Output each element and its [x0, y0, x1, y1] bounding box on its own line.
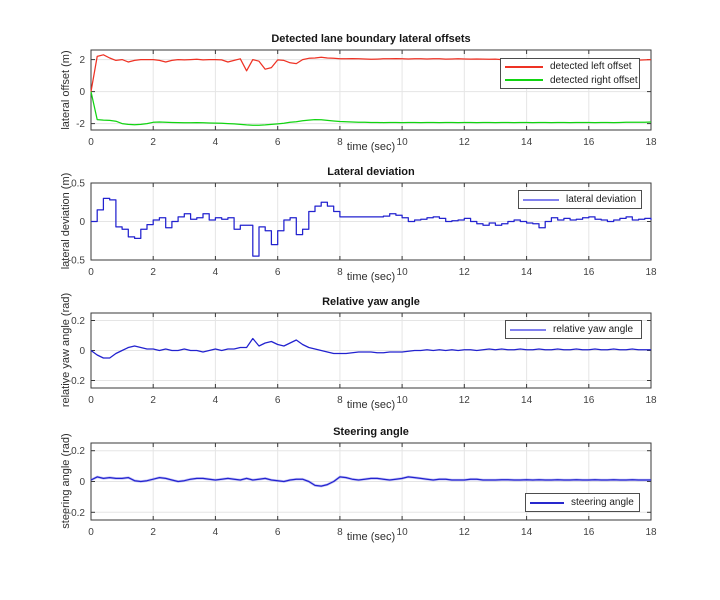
legend-entry-label: detected left offset	[550, 61, 632, 73]
x-tick-label: 6	[275, 267, 281, 278]
legend-entry: detected left offset	[505, 61, 635, 72]
x-tick-label: 18	[645, 527, 657, 538]
plot4-x-axis-label: time (sec)	[346, 531, 396, 543]
x-tick-label: 8	[337, 395, 343, 406]
y-tick-label: -0.2	[68, 508, 86, 519]
x-tick-label: 2	[150, 395, 156, 406]
x-tick-label: 18	[645, 137, 657, 148]
plot3-y-axis-label: relative yaw angle (rad)	[60, 292, 72, 408]
y-tick-label: 0.2	[71, 446, 85, 457]
plot4-y-axis-label: steering angle (rad)	[60, 433, 72, 529]
plot1-y-axis-label: lateral offset (m)	[60, 50, 72, 130]
legend-swatch-line	[505, 79, 543, 82]
x-tick-label: 18	[645, 395, 657, 406]
y-tick-label: 0	[79, 217, 85, 228]
legend-entry-label: lateral deviation	[566, 194, 637, 205]
y-tick-label: 0	[79, 477, 85, 488]
x-tick-label: 14	[521, 267, 533, 278]
series-line-detected-right-offset	[90, 91, 652, 126]
x-tick-label: 0	[88, 395, 94, 406]
x-tick-label: 16	[583, 137, 595, 148]
x-tick-label: 10	[397, 395, 409, 406]
legend-swatch-line	[530, 501, 564, 504]
plot1-title: Detected lane boundary lateral offsets	[271, 33, 471, 45]
plot1-x-axis-label: time (sec)	[346, 141, 396, 153]
x-tick-label: 6	[275, 137, 281, 148]
x-tick-label: 16	[583, 527, 595, 538]
x-tick-label: 4	[213, 395, 219, 406]
plot3-x-axis-label: time (sec)	[346, 399, 396, 411]
x-tick-label: 18	[645, 267, 657, 278]
y-tick-label: 0.2	[71, 316, 85, 327]
x-tick-label: 8	[337, 267, 343, 278]
plot2-x-axis-label: time (sec)	[346, 271, 396, 283]
x-tick-label: 14	[521, 527, 533, 538]
y-tick-label: -0.5	[68, 256, 86, 267]
plot2-legend: lateral deviation	[518, 190, 642, 209]
x-tick-label: 12	[459, 395, 471, 406]
x-tick-label: 0	[88, 137, 94, 148]
x-tick-label: 16	[583, 267, 595, 278]
x-tick-label: 16	[583, 395, 595, 406]
plot4-legend: steering angle	[525, 493, 640, 512]
x-tick-label: 6	[275, 527, 281, 538]
y-tick-label: 2	[79, 55, 85, 66]
x-tick-label: 14	[521, 137, 533, 148]
x-tick-label: 4	[213, 137, 219, 148]
legend-entry: lateral deviation	[523, 194, 637, 205]
plot1-legend: detected left offset detected right offs…	[500, 58, 640, 89]
x-tick-label: 4	[213, 267, 219, 278]
x-tick-label: 12	[459, 527, 471, 538]
legend-entry-label: relative yaw angle	[553, 324, 634, 335]
y-tick-label: 0	[79, 87, 85, 98]
x-tick-label: 10	[397, 267, 409, 278]
plot4-title: Steering angle	[333, 426, 409, 438]
legend-entry: relative yaw angle	[510, 324, 637, 335]
x-tick-label: 8	[337, 137, 343, 148]
plot3-legend: relative yaw angle	[505, 320, 642, 339]
x-tick-label: 6	[275, 395, 281, 406]
plot2-y-axis-label: lateral deviation (m)	[60, 172, 72, 270]
plot2-title: Lateral deviation	[327, 166, 415, 178]
x-tick-label: 2	[150, 267, 156, 278]
legend-swatch-line	[523, 198, 559, 201]
legend-swatch-line	[505, 65, 543, 68]
x-tick-label: 10	[397, 137, 409, 148]
y-tick-label: 0	[79, 346, 85, 357]
x-tick-label: 14	[521, 395, 533, 406]
x-tick-label: 12	[459, 267, 471, 278]
legend-entry: detected right offset	[505, 74, 638, 86]
plot3-title: Relative yaw angle	[322, 296, 420, 308]
x-tick-label: 8	[337, 527, 343, 538]
legend-entry-label: detected right offset	[550, 74, 638, 86]
series-line-steering-angle	[90, 476, 651, 487]
x-tick-label: 0	[88, 527, 94, 538]
x-tick-label: 10	[397, 527, 409, 538]
x-tick-label: 0	[88, 267, 94, 278]
series-line-lateral-deviation	[91, 197, 652, 257]
x-tick-label: 2	[150, 527, 156, 538]
x-tick-label: 4	[213, 527, 219, 538]
y-tick-label: -0.2	[68, 376, 86, 387]
x-tick-label: 12	[459, 137, 471, 148]
legend-entry-label: steering angle	[571, 497, 634, 508]
legend-swatch-line	[510, 328, 546, 331]
y-tick-label: -2	[76, 119, 85, 130]
y-tick-label: 0.5	[71, 179, 85, 190]
legend-entry: steering angle	[530, 497, 635, 508]
series-line-relative-yaw-angle	[90, 337, 651, 359]
x-tick-label: 2	[150, 137, 156, 148]
